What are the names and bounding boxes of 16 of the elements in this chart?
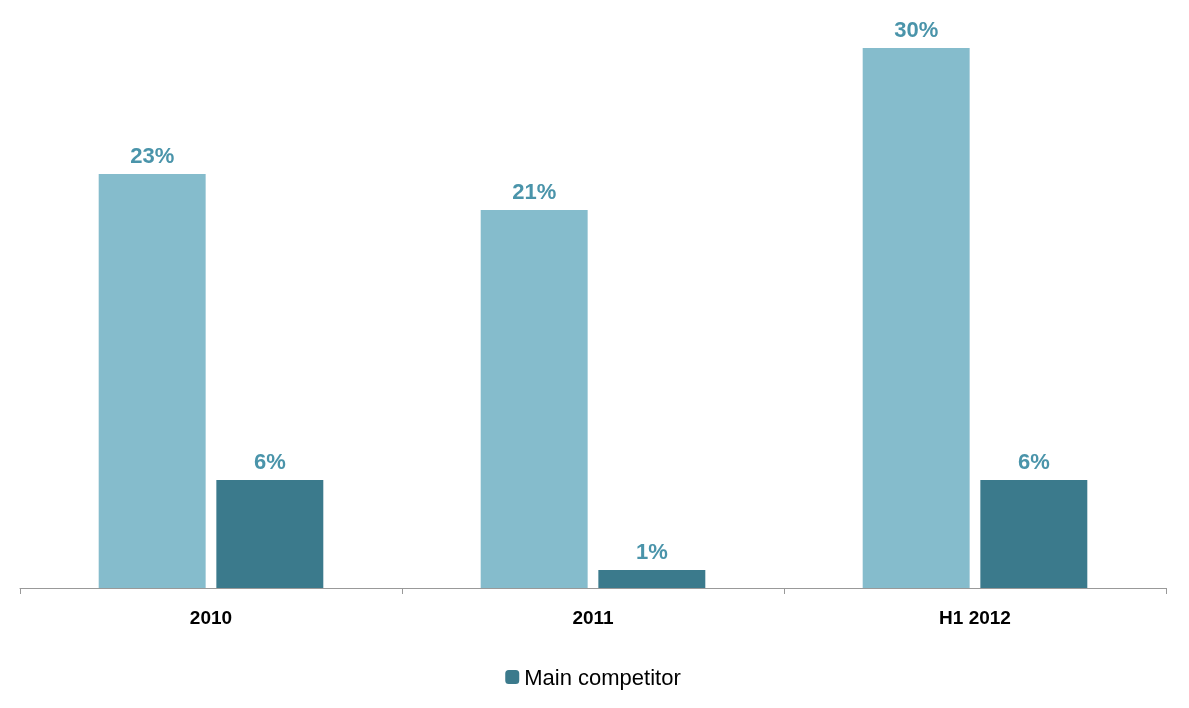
data-label: 21% [512,178,557,204]
bar [862,48,970,588]
data-label: 23% [130,142,175,168]
legend-label: Main competitor [524,664,681,690]
bar [980,480,1088,588]
x-tick-label: H1 2012 [939,607,1011,628]
bar [98,174,206,588]
bar [480,210,588,588]
data-label: 1% [635,538,668,564]
data-label: 6% [1017,448,1050,474]
data-label: 30% [894,16,939,42]
x-tick-label: 2010 [189,607,233,628]
x-tick-label: 2011 [572,607,615,628]
bar [216,480,324,588]
bar [598,570,706,588]
data-label: 6% [253,448,286,474]
